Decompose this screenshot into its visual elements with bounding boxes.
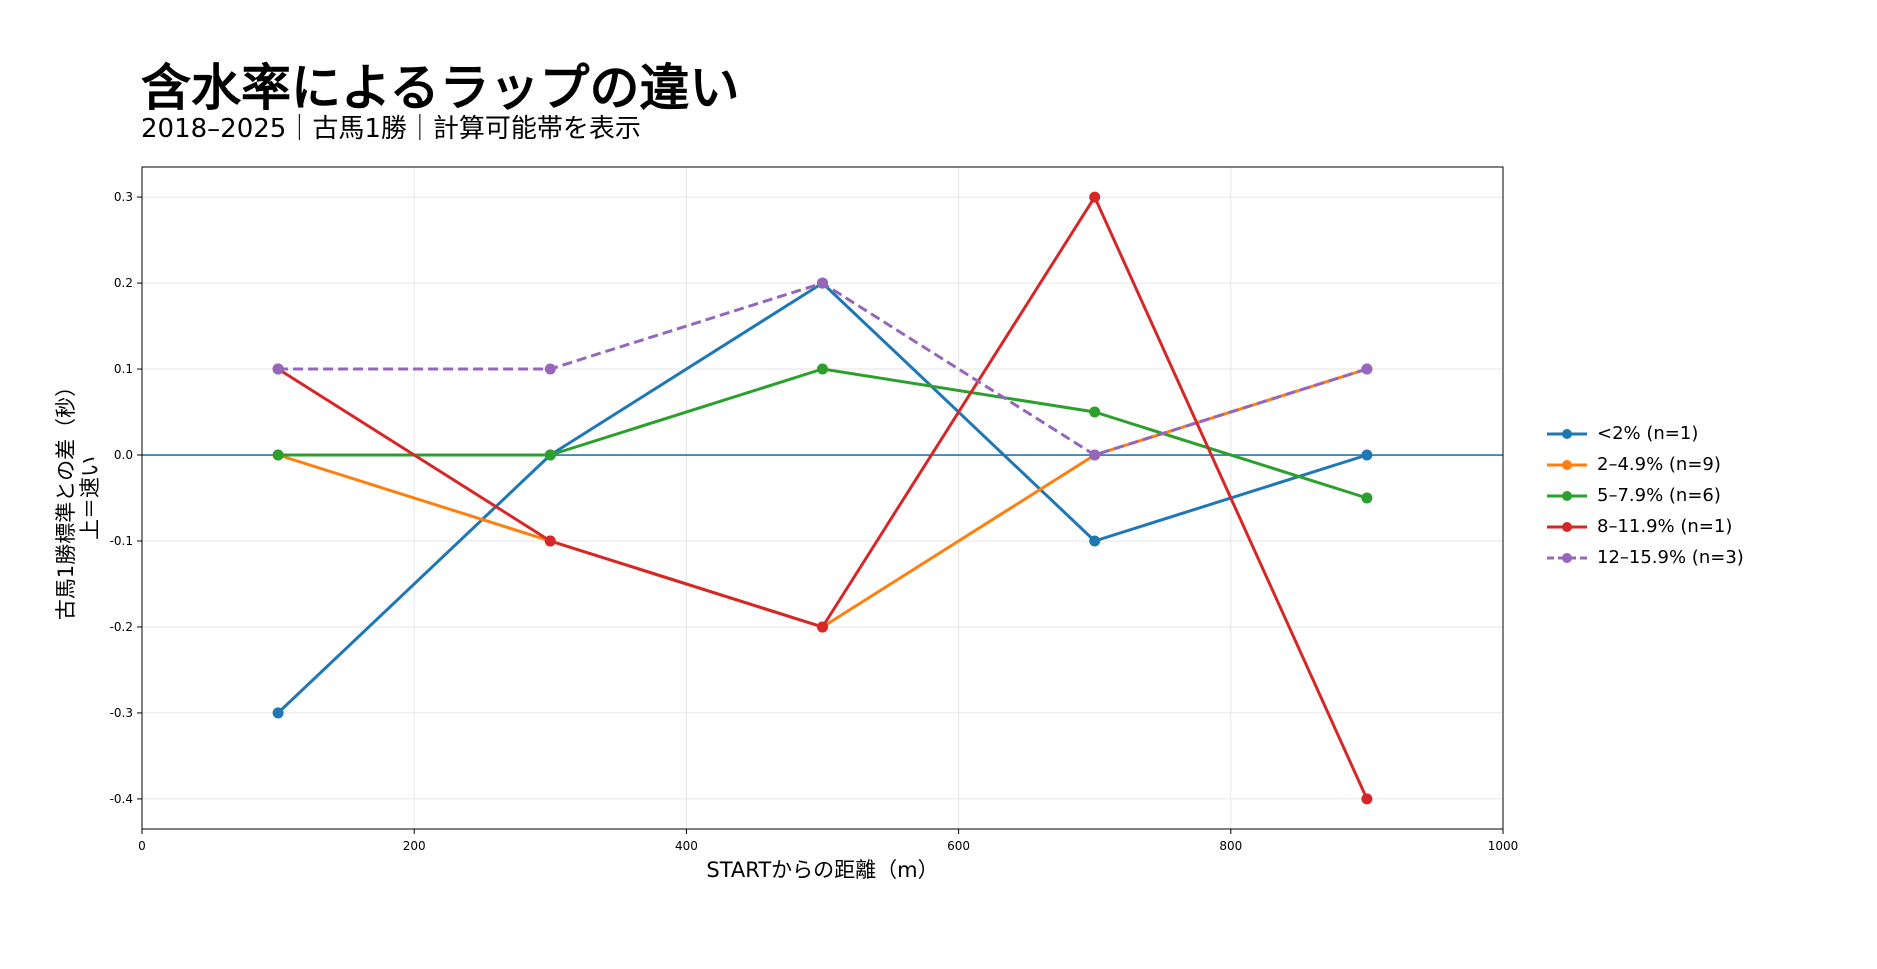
legend-item: 8–11.9% (n=1) [1545, 511, 1744, 542]
x-tick-label: 600 [947, 839, 970, 853]
y-tick-label: -0.3 [110, 706, 133, 720]
legend-swatch-marker [1562, 490, 1572, 501]
data-point [817, 621, 828, 633]
y-tick-label: 0.2 [114, 276, 133, 290]
legend-item: <2% (n=1) [1545, 418, 1744, 449]
data-point [1089, 449, 1101, 461]
plot-frame [141, 166, 1504, 830]
legend-swatch-icon [1547, 552, 1587, 563]
legend-swatch-marker [1562, 521, 1572, 532]
x-tick-label: 0 [138, 839, 146, 853]
data-point [817, 363, 828, 375]
series-line [277, 281, 1368, 714]
series-line [278, 367, 1368, 500]
y-tick-label: -0.1 [110, 534, 133, 548]
legend-swatch-marker [1562, 428, 1572, 439]
x-tick-label: 1000 [1488, 839, 1519, 853]
legend-label: 8–11.9% (n=1) [1597, 516, 1733, 537]
legend-item: 5–7.9% (n=6) [1545, 480, 1744, 511]
data-point [1361, 363, 1373, 375]
data-point [544, 363, 556, 375]
legend: <2% (n=1) 2–4.9% (n=9) 5–7.9% (n=6) 8–11… [1545, 418, 1744, 573]
data-point [544, 449, 556, 461]
x-tick-label: 800 [1219, 839, 1242, 853]
legend-swatch-marker [1562, 459, 1572, 470]
x-tick-label: 400 [675, 839, 698, 853]
y-tick-label: 0.0 [114, 448, 133, 462]
data-point [544, 535, 556, 547]
legend-label: 12–15.9% (n=3) [1597, 547, 1744, 568]
chart-subtitle: 2018–2025｜古馬1勝｜計算可能帯を表示 [141, 114, 641, 144]
data-point [817, 277, 828, 289]
series-line [277, 367, 1368, 629]
legend-swatch-icon [1547, 490, 1587, 501]
chart-title: 含水率によるラップの違い [141, 59, 740, 117]
legend-label: 5–7.9% (n=6) [1597, 485, 1721, 506]
y-axis-sublabel: 上＝速い [78, 456, 102, 540]
data-point [1089, 191, 1101, 203]
x-axis-label: STARTからの距離（m） [706, 858, 938, 882]
data-point [1089, 406, 1101, 418]
data-point [1089, 535, 1101, 547]
y-tick-label: 0.1 [114, 362, 133, 376]
legend-swatch-icon [1547, 521, 1587, 532]
legend-item: 2–4.9% (n=9) [1545, 449, 1744, 480]
data-point [1361, 492, 1373, 504]
data-point [1361, 449, 1373, 461]
legend-label: <2% (n=1) [1597, 423, 1699, 444]
y-tick-label: 0.3 [114, 190, 133, 204]
legend-swatch-icon [1547, 459, 1587, 470]
data-point [272, 449, 284, 461]
y-tick-label: -0.2 [110, 620, 133, 634]
x-tick-label: 200 [403, 839, 426, 853]
data-point [272, 363, 284, 375]
legend-item: 12–15.9% (n=3) [1545, 542, 1744, 573]
legend-swatch-marker [1562, 552, 1572, 563]
y-axis-label: 古馬1勝標準との差（秒） [54, 376, 78, 620]
data-point [272, 707, 284, 719]
legend-label: 2–4.9% (n=9) [1597, 454, 1721, 475]
data-point [1361, 793, 1373, 805]
legend-swatch-icon [1547, 428, 1587, 439]
y-tick-label: -0.4 [110, 792, 133, 806]
